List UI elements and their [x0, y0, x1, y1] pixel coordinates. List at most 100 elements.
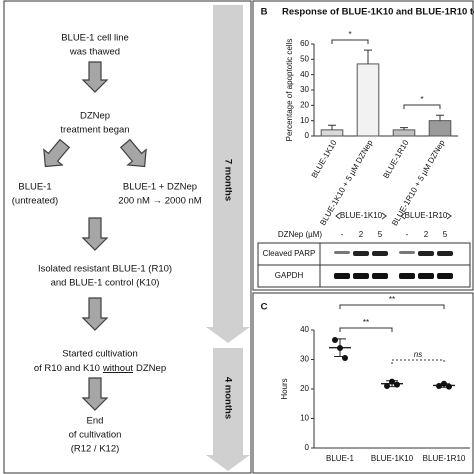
- blot-protein: Cleaved PARP: [263, 249, 316, 258]
- flow-branch: (untreated): [12, 196, 58, 207]
- flow-step: treatment began: [60, 125, 129, 136]
- significance-label: *: [348, 30, 351, 39]
- panel-a-frame: [3, 0, 252, 474]
- blot-band: [334, 273, 350, 279]
- y-tick-label: 40: [300, 70, 309, 79]
- blot-dose: -: [341, 230, 344, 239]
- data-point: [384, 383, 390, 390]
- blot-band: [437, 273, 453, 279]
- flow-text-part: without: [102, 363, 133, 374]
- panel-c-frame: [252, 292, 474, 474]
- significance-bracket: [403, 104, 441, 109]
- flow-step: and BLUE-1 control (K10): [51, 278, 160, 289]
- significance-bracket: [391, 359, 445, 364]
- blot-band: [399, 251, 415, 254]
- blot-band: [399, 273, 415, 279]
- bar: [392, 129, 416, 137]
- blot-group: BLUE-1R10: [405, 211, 448, 220]
- y-axis-label: Hours: [280, 378, 289, 399]
- panel-label: C: [261, 302, 268, 313]
- blot-dose: 5: [443, 230, 448, 239]
- blot-band: [418, 251, 434, 256]
- y-tick-label: 30: [300, 85, 309, 94]
- data-point: [446, 383, 452, 390]
- y-tick-label: 0: [305, 131, 310, 140]
- bar: [428, 120, 452, 137]
- data-point: [342, 355, 348, 362]
- significance-label: *: [420, 95, 423, 104]
- blot-band: [372, 273, 388, 279]
- y-tick-label: 40: [300, 325, 309, 334]
- blot-dose: -: [406, 230, 409, 239]
- y-axis-label: Percentage of apoptotic cells: [285, 39, 294, 142]
- flow-arrow: [81, 61, 109, 93]
- flow-arrow: [119, 138, 147, 168]
- x-tick-label: BLUE-1R10: [423, 454, 466, 463]
- flow-arrow: [43, 138, 71, 168]
- significance-bracket: [339, 327, 393, 332]
- y-tick-label: 30: [300, 355, 309, 364]
- flow-step: of cultivation: [69, 430, 122, 441]
- flow-step: Started cultivation: [62, 349, 138, 360]
- blot-dose: 2: [359, 230, 364, 239]
- bar: [356, 63, 380, 137]
- error-bar: [364, 49, 372, 64]
- flow-branch: 200 nM → 2000 nM: [118, 196, 202, 207]
- panel-b-frame: [252, 0, 474, 291]
- timeline-label: 4 months: [222, 377, 233, 419]
- significance-bracket: [339, 304, 445, 309]
- timeline-label: 7 months: [222, 159, 233, 201]
- flow-branch: BLUE-1 + DZNep: [123, 182, 197, 193]
- blot-protein: GAPDH: [275, 271, 304, 280]
- blot-band: [418, 273, 434, 279]
- blot-band: [353, 273, 369, 279]
- data-point: [337, 344, 343, 351]
- flow-text-part: DZNep: [136, 363, 166, 374]
- flow-step: DZNep: [80, 111, 110, 122]
- error-bar: [436, 114, 444, 121]
- x-tick-label: BLUE-1: [326, 454, 355, 463]
- panel-label: B: [261, 7, 268, 18]
- x-tick-label: BLUE-1R10: [381, 138, 410, 180]
- timeline-arrow: [206, 5, 250, 343]
- flow-step: Isolated resistant BLUE-1 (R10): [38, 264, 172, 275]
- flow-branch: BLUE-1: [18, 182, 51, 193]
- blot-dose: 5: [378, 230, 383, 239]
- flow-arrow: [81, 217, 109, 251]
- y-tick-label: 20: [300, 384, 309, 393]
- y-tick-label: 60: [300, 39, 309, 48]
- flow-step: End: [87, 416, 104, 427]
- chart-title: Response of BLUE-1K10 and BLUE-1R10 to D…: [282, 7, 474, 18]
- blot-treatment: DZNep (µM): [278, 230, 323, 239]
- data-point: [441, 380, 447, 387]
- blot-group: BLUE-1K10: [340, 211, 383, 220]
- timeline-arrow: [206, 348, 250, 471]
- x-tick-label: BLUE-1K10: [310, 138, 339, 180]
- data-point: [394, 381, 400, 388]
- x-tick-label: BLUE-1K10: [371, 454, 414, 463]
- blot-band: [353, 251, 369, 256]
- flow-step: was thawed: [69, 47, 120, 58]
- y-tick-label: 0: [305, 443, 310, 452]
- significance-label: **: [389, 295, 395, 304]
- y-tick-label: 10: [300, 414, 309, 423]
- blot-band: [334, 251, 350, 254]
- y-tick-label: 10: [300, 116, 309, 125]
- error-bar: [400, 127, 408, 130]
- flow-step: BLUE-1 cell line: [61, 33, 129, 44]
- significance-bracket: [331, 39, 369, 44]
- blot-dose: 2: [424, 230, 429, 239]
- bar: [320, 129, 344, 137]
- blot-band: [372, 251, 388, 256]
- flow-step: (R12 / K12): [71, 444, 120, 455]
- group-arrow: [335, 212, 387, 220]
- flow-arrow: [81, 297, 109, 331]
- flow-step: of R10 and K10 without DZNep: [34, 363, 166, 374]
- blot-band: [437, 251, 453, 256]
- flow-arrow: [81, 377, 109, 411]
- significance-label: **: [363, 318, 369, 327]
- y-tick-label: 20: [300, 100, 309, 109]
- error-bar: [328, 124, 336, 130]
- data-point: [332, 337, 338, 344]
